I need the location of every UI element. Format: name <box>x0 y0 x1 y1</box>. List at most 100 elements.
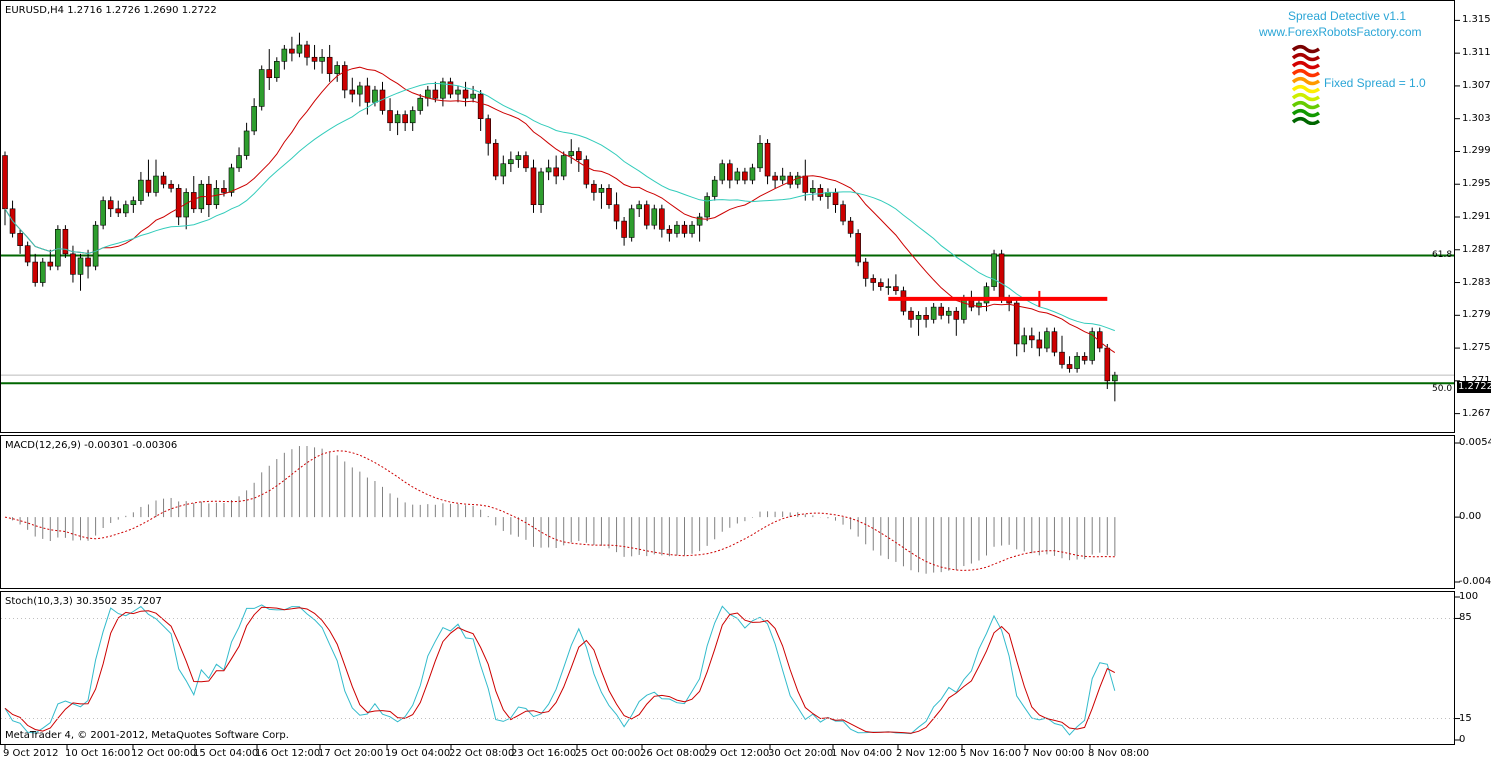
price-panel[interactable] <box>0 0 1455 433</box>
stoch-tick-label: 100 <box>1459 591 1479 602</box>
bull-candle <box>409 110 416 124</box>
spread-detective-url: www.ForexRobotsFactory.com <box>1259 25 1422 39</box>
bull-candle <box>674 224 680 234</box>
bull-candle <box>77 257 84 275</box>
bear-candle <box>160 175 167 185</box>
bear-candle <box>62 228 69 255</box>
time-tick-label: 26 Oct 08:00 <box>640 748 706 759</box>
bull-candle <box>357 85 363 95</box>
bear-candle <box>1029 335 1035 341</box>
bear-candle <box>575 151 582 160</box>
bear-candle <box>477 93 484 119</box>
bear-candle <box>817 188 824 197</box>
bear-candle <box>492 142 499 177</box>
time-tick-label: 25 Oct 00:00 <box>575 748 641 759</box>
bear-candle <box>530 167 537 206</box>
bear-candle <box>840 204 846 222</box>
bear-candle <box>523 155 529 169</box>
bear-candle <box>47 261 54 267</box>
price-tick-label: 1.3115 <box>1462 47 1491 59</box>
bull-candle <box>810 188 816 193</box>
bear-candle <box>168 183 174 189</box>
price-tick-label: 1.2755 <box>1462 342 1491 354</box>
bull-candle <box>394 114 401 124</box>
wave-stripe <box>1291 101 1321 110</box>
bull-candle <box>757 142 763 169</box>
bull-candle <box>749 167 756 181</box>
bear-candle <box>70 253 76 275</box>
bear-candle <box>266 69 273 79</box>
price-tick-label: 1.2795 <box>1462 309 1491 321</box>
stoch-panel[interactable] <box>0 591 1455 745</box>
slow-moving-average-line <box>4 82 1115 332</box>
bear-candle <box>938 306 945 316</box>
bear-candle <box>206 183 212 206</box>
bull-candle <box>651 208 658 226</box>
bear-candle <box>289 48 295 54</box>
bull-candle <box>228 167 235 193</box>
macd-tick-label: 0.00 <box>1459 511 1482 523</box>
bull-candle <box>417 97 424 111</box>
bull-candle <box>153 175 159 193</box>
bear-candle <box>341 65 348 91</box>
bear-candle <box>1081 355 1088 361</box>
time-tick-label: 2 Nov 12:00 <box>896 748 958 759</box>
time-tick-label: 30 Oct 20:00 <box>768 748 834 759</box>
price-tick-label: 1.2835 <box>1462 276 1491 288</box>
bull-candle <box>568 151 575 156</box>
time-tick-label: 1 Nov 04:00 <box>831 748 893 759</box>
time-tick-label: 22 Oct 08:00 <box>449 748 515 759</box>
bear-candle <box>621 220 627 238</box>
bear-candle <box>107 200 114 210</box>
bear-candle <box>998 253 1005 300</box>
bear-candle <box>681 224 688 234</box>
bull-candle <box>470 93 476 99</box>
fib-lower-label: 50.0 <box>1432 384 1453 394</box>
stoch-tick-label: 85 <box>1459 612 1472 624</box>
wave-stripe <box>1291 85 1321 94</box>
bear-candle <box>462 89 469 99</box>
bull-candle <box>281 48 288 62</box>
bear-candle <box>349 89 356 95</box>
price-tick-label: 1.3035 <box>1462 112 1491 124</box>
copyright-label: MetaTrader 4, © 2001-2012, MetaQuotes So… <box>5 730 289 741</box>
stoch-label: Stoch(10,3,3) 30.3502 35.7207 <box>5 596 162 607</box>
bear-candle <box>304 44 310 58</box>
bear-candle <box>764 142 771 177</box>
bull-candle <box>334 65 341 74</box>
bear-candle <box>326 56 333 74</box>
bull-candle <box>628 208 635 238</box>
bear-candle <box>908 310 914 320</box>
wave-stripe <box>1291 69 1321 78</box>
bull-candle <box>243 130 250 156</box>
bear-candle <box>666 228 673 234</box>
bull-candle <box>440 81 446 99</box>
time-tick-label: 10 Oct 16:00 <box>65 748 131 759</box>
bull-candle <box>560 155 567 177</box>
bull-candle <box>273 61 280 79</box>
stochastic-main-line <box>4 604 1116 736</box>
bull-candle <box>296 44 303 54</box>
bear-candle <box>145 179 152 193</box>
bull-candle <box>455 89 461 95</box>
time-tick-label: 12 Oct 00:00 <box>131 748 197 759</box>
bull-candle <box>319 56 325 62</box>
macd-panel[interactable] <box>0 435 1455 589</box>
bear-candle <box>583 159 590 185</box>
bear-candle <box>591 183 597 193</box>
bear-candle <box>1013 302 1020 345</box>
bear-candle <box>832 192 839 206</box>
symbol-info-label: EURUSD,H4 1.2716 1.2726 1.2690 1.2722 <box>5 5 217 16</box>
bull-candle <box>213 188 220 206</box>
price-tick-label: 1.2955 <box>1462 178 1491 190</box>
bull-candle <box>515 155 522 160</box>
bear-candle <box>870 278 877 283</box>
time-tick-label: 7 Nov 00:00 <box>1023 748 1085 759</box>
bull-candle <box>779 175 786 181</box>
bear-candle <box>175 188 182 218</box>
time-tick-label: 23 Oct 16:00 <box>511 748 577 759</box>
bull-candle <box>734 171 741 181</box>
fib-upper-label: 61.8 <box>1432 250 1453 260</box>
